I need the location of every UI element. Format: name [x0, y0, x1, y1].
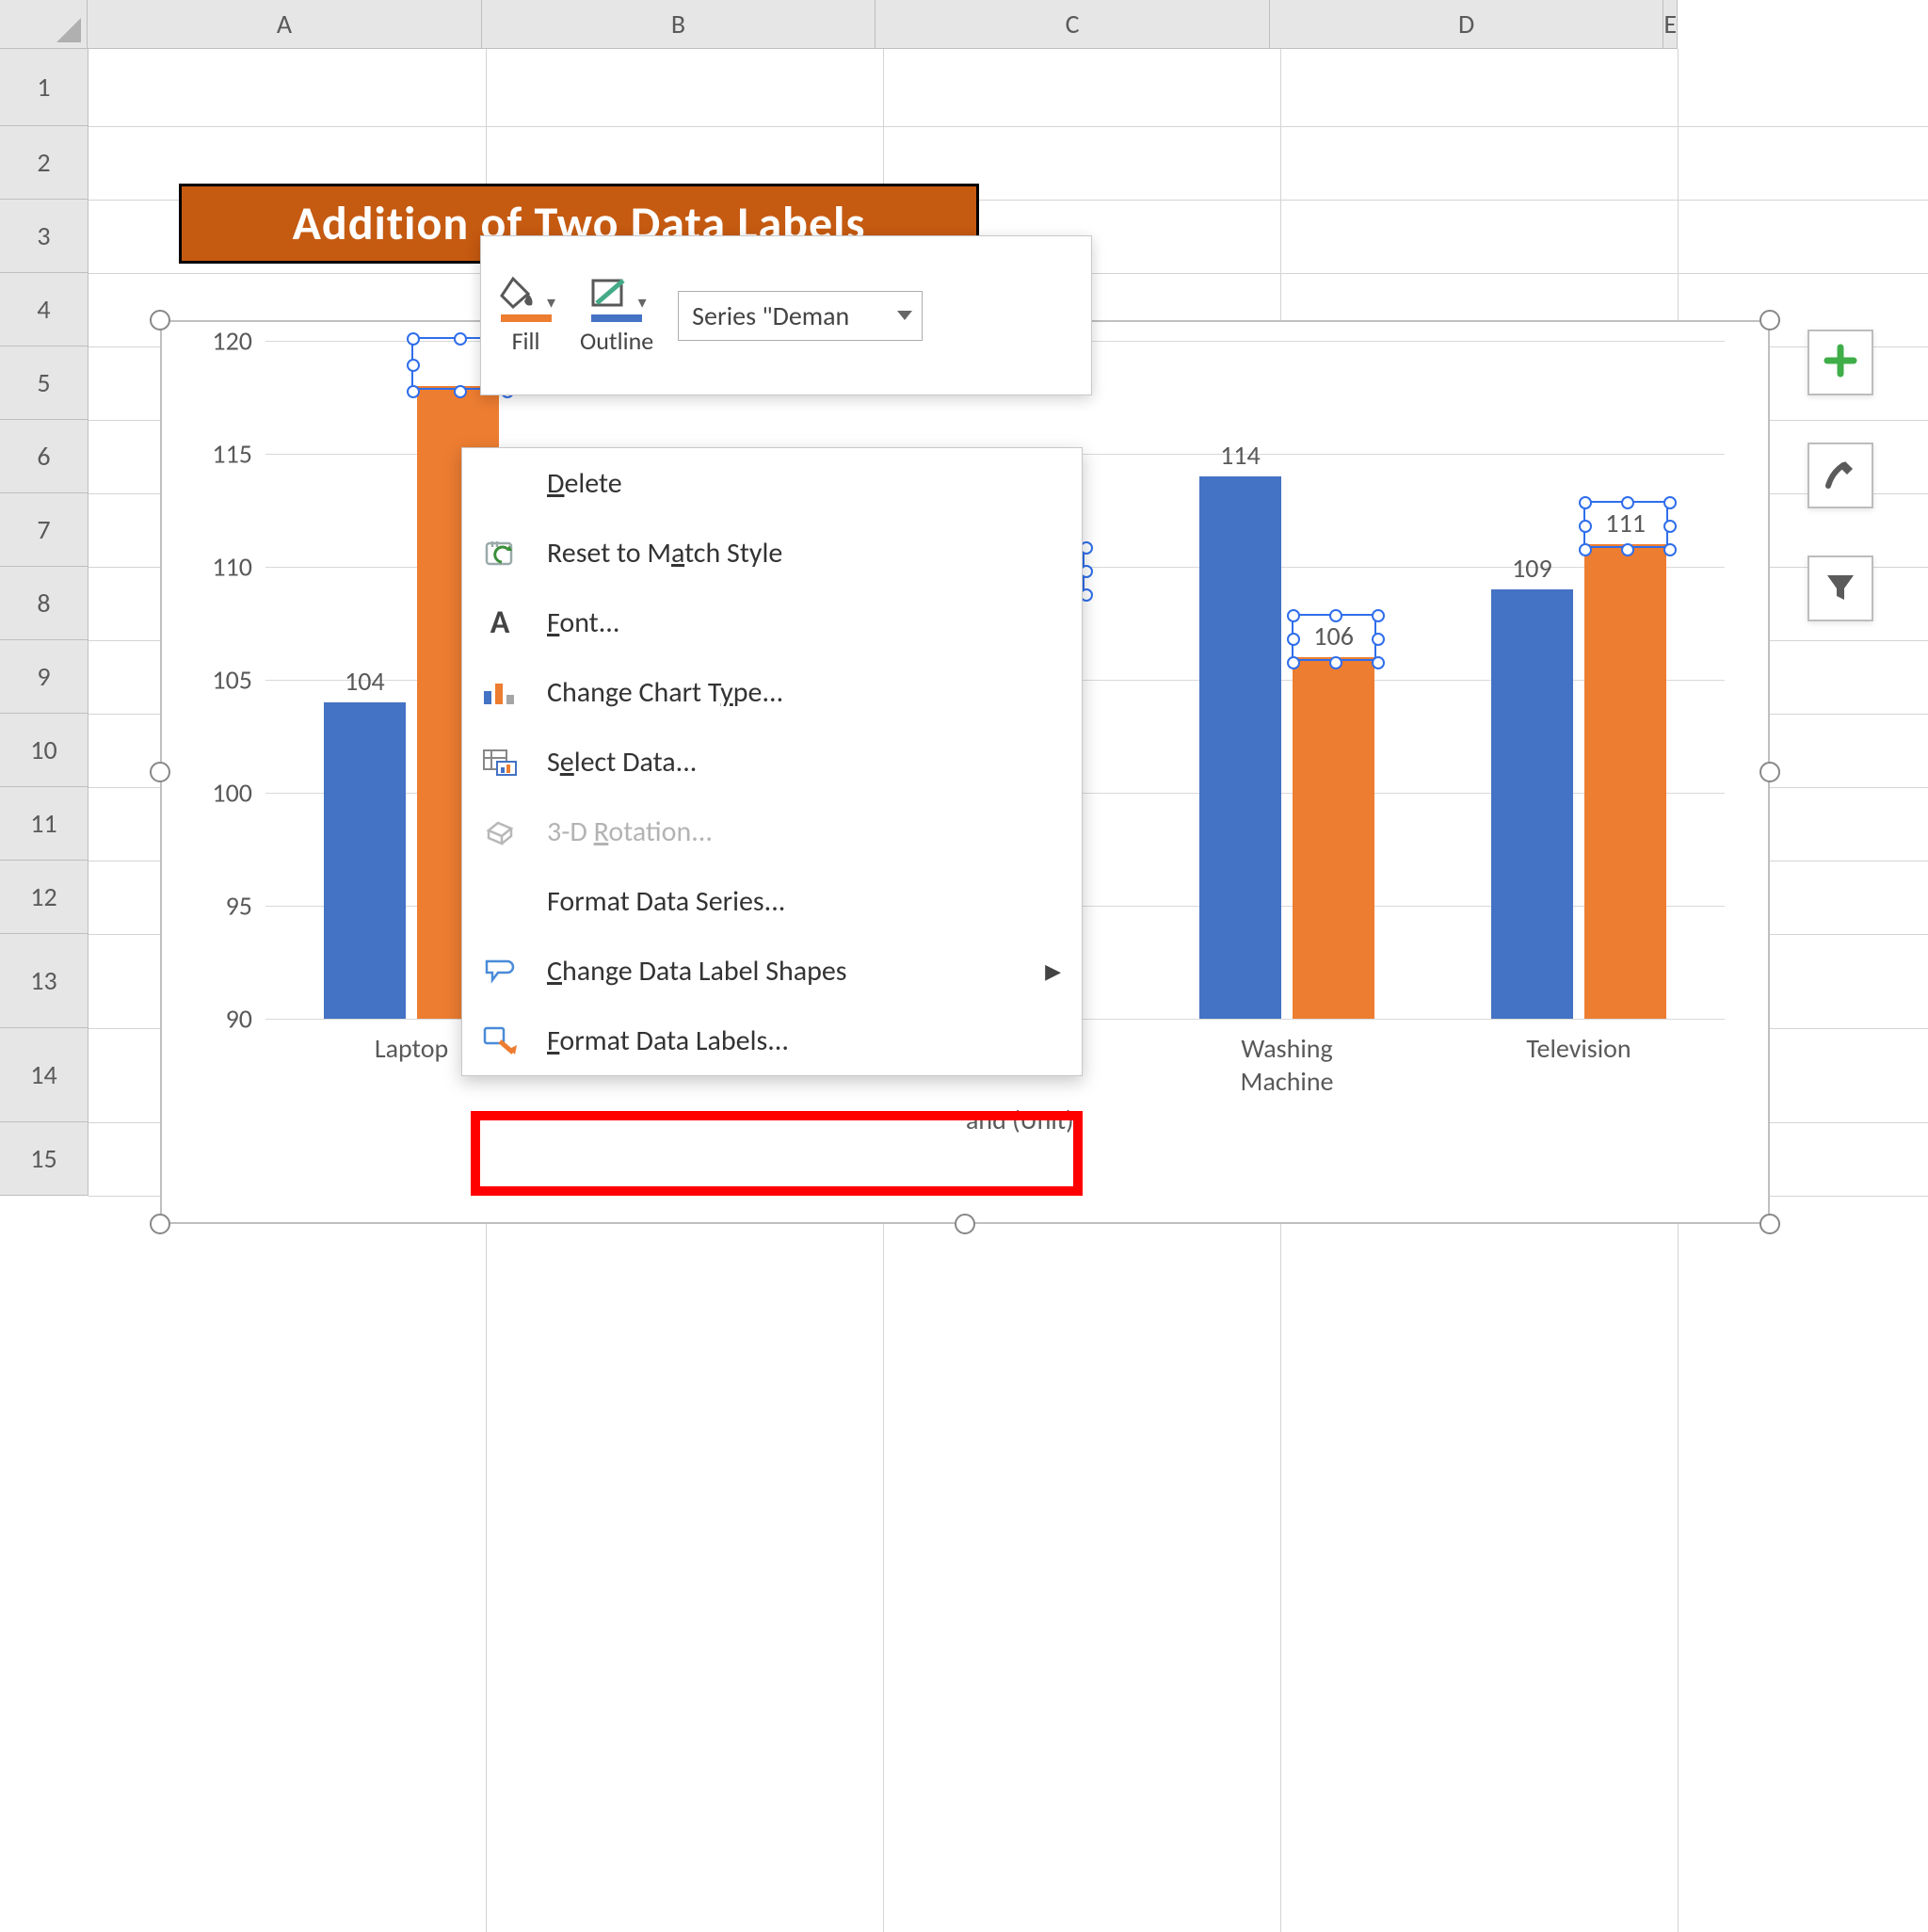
row-header[interactable]: 3: [0, 200, 88, 273]
y-tick-label: 120: [212, 325, 252, 358]
row-header[interactable]: 5: [0, 346, 88, 420]
none-icon: [479, 882, 521, 920]
row-header[interactable]: 6: [0, 420, 88, 493]
resize-handle[interactable]: [150, 310, 170, 330]
data-label[interactable]: 109: [1512, 552, 1552, 585]
outline-icon: [587, 275, 635, 313]
menu-item[interactable]: Format Data Series...: [462, 866, 1082, 936]
submenu-arrow-icon: ▶: [1045, 958, 1061, 984]
bar-demand[interactable]: [1293, 657, 1374, 1019]
menu-item[interactable]: Format Data Labels...: [462, 1006, 1082, 1075]
menu-item-label: Change Data Label Shapes: [547, 954, 847, 989]
chart-styles-button[interactable]: [1808, 443, 1873, 508]
menu-item[interactable]: Select Data...: [462, 727, 1082, 797]
combo-text: Series "Deman: [692, 299, 849, 332]
fill-label: Fill: [512, 326, 540, 356]
outline-label: Outline: [580, 326, 653, 356]
row-header[interactable]: 4: [0, 273, 88, 346]
bar-supply[interactable]: [324, 702, 406, 1019]
row-headers: 123456789101112131415: [0, 49, 88, 1196]
row-header[interactable]: 11: [0, 787, 88, 861]
column-header[interactable]: E: [1663, 0, 1678, 48]
menu-item[interactable]: Delete: [462, 448, 1082, 518]
row-header[interactable]: 2: [0, 126, 88, 200]
x-axis-title: and (Unit): [966, 1103, 1074, 1136]
column-header[interactable]: B: [482, 0, 876, 48]
menu-item-label: Change Chart Type...: [547, 675, 783, 710]
plus-icon: [1822, 342, 1859, 384]
menu-item-label: Font...: [547, 605, 619, 640]
data-label[interactable]: 114: [1220, 439, 1261, 472]
row-header[interactable]: 12: [0, 861, 88, 934]
column-headers: ABCDE: [0, 0, 1678, 49]
mini-toolbar: ▾ Fill ▾ Outline Series "Deman: [480, 235, 1092, 395]
format-labels-icon: [479, 1022, 521, 1059]
chart-filter-button[interactable]: [1808, 555, 1873, 621]
menu-item[interactable]: A Font...: [462, 588, 1082, 657]
menu-item[interactable]: Change Chart Type...: [462, 657, 1082, 727]
row-header[interactable]: 1: [0, 49, 88, 126]
menu-item: 3-D Rotation...: [462, 797, 1082, 866]
column-header[interactable]: D: [1270, 0, 1664, 48]
menu-item-label: Format Data Series...: [547, 884, 785, 919]
y-tick-label: 115: [212, 438, 252, 471]
data-label-selection: [1292, 614, 1376, 661]
resize-handle[interactable]: [150, 1214, 170, 1234]
chart-element-selector[interactable]: Series "Deman: [678, 291, 923, 341]
x-tick-label: Laptop: [375, 1032, 448, 1065]
fill-button[interactable]: ▾ Fill: [496, 275, 555, 356]
resize-handle[interactable]: [1759, 310, 1780, 330]
y-tick-label: 95: [226, 890, 252, 923]
menu-item-label: Select Data...: [547, 745, 697, 780]
row-header[interactable]: 15: [0, 1122, 88, 1196]
context-menu: Delete Reset to Match Style A Font... Change…: [461, 447, 1083, 1076]
fill-swatch: [501, 314, 552, 322]
y-tick-label: 90: [226, 1003, 252, 1036]
column-header[interactable]: A: [88, 0, 482, 48]
none-icon: [479, 464, 521, 502]
y-tick-label: 105: [212, 664, 252, 697]
row-header[interactable]: 9: [0, 640, 88, 714]
label-shapes-icon: [479, 952, 521, 990]
x-tick-label: Washing Machine: [1241, 1032, 1334, 1098]
resize-handle[interactable]: [150, 762, 170, 782]
data-label[interactable]: 104: [345, 665, 385, 698]
x-tick-label: Television: [1526, 1032, 1631, 1065]
reset-icon: [479, 534, 521, 572]
outline-button[interactable]: ▾ Outline: [580, 275, 653, 356]
row-header[interactable]: 13: [0, 934, 88, 1028]
menu-item[interactable]: Reset to Match Style: [462, 518, 1082, 588]
resize-handle[interactable]: [1759, 762, 1780, 782]
rotation-3d-icon: [479, 813, 521, 850]
resize-handle[interactable]: [955, 1214, 975, 1234]
row-header[interactable]: 10: [0, 714, 88, 787]
select-data-icon: [479, 743, 521, 781]
bar-demand[interactable]: [1584, 544, 1666, 1019]
menu-item[interactable]: Change Data Label Shapes ▶: [462, 936, 1082, 1006]
menu-item-label: Delete: [547, 466, 622, 501]
menu-item-label: Reset to Match Style: [547, 536, 782, 571]
y-tick-label: 100: [212, 777, 252, 810]
row-header[interactable]: 14: [0, 1028, 88, 1122]
font-icon: A: [479, 604, 521, 641]
bar-supply[interactable]: [1199, 476, 1281, 1019]
menu-item-label: 3-D Rotation...: [547, 814, 713, 849]
resize-handle[interactable]: [1759, 1214, 1780, 1234]
bar-supply[interactable]: [1491, 589, 1573, 1019]
fill-icon: [496, 275, 543, 313]
y-tick-label: 110: [212, 551, 252, 584]
chart-type-icon: [479, 673, 521, 711]
column-header[interactable]: C: [876, 0, 1270, 48]
outline-swatch: [591, 314, 642, 322]
row-header[interactable]: 8: [0, 567, 88, 640]
row-header[interactable]: 7: [0, 493, 88, 567]
menu-item-label: Format Data Labels...: [547, 1023, 789, 1058]
funnel-icon: [1822, 568, 1859, 610]
data-label-selection: [1583, 501, 1668, 548]
chart-elements-button[interactable]: [1808, 330, 1873, 395]
brush-icon: [1821, 454, 1860, 498]
